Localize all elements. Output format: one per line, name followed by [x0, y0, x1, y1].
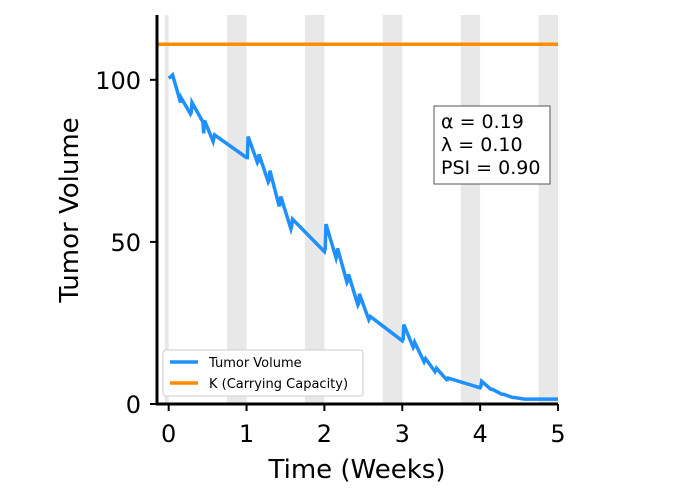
x-tick-label-5: 5 [550, 420, 565, 448]
annotation-frame [433, 105, 551, 185]
x-axis-title: Time (Weeks) [268, 455, 446, 485]
series-lines [157, 42, 558, 401]
legend: Tumor Volume K (Carrying Capacity) [162, 349, 364, 397]
y-axis-title: Tumor Volume [55, 117, 85, 303]
y-tick-label-0: 0 [126, 391, 141, 419]
treatment-band-3 [382, 15, 403, 404]
legend-label-tumor-volume: Tumor Volume [208, 356, 302, 371]
x-tick-label-1: 1 [239, 420, 254, 448]
x-ticks: 0 1 2 3 4 5 [161, 404, 566, 448]
annotation-psi: PSI = 0.90 [441, 157, 540, 179]
y-tick-label-50: 50 [110, 229, 141, 257]
x-tick-label-4: 4 [472, 420, 487, 448]
treatment-band-5 [538, 15, 558, 404]
y-ticks: 0 50 100 [95, 67, 157, 419]
x-tick-label-3: 3 [395, 420, 410, 448]
annotation-alpha: α = 0.19 [441, 111, 524, 133]
treatment-band-4 [460, 15, 481, 404]
axes [155, 15, 558, 406]
series-line-tumor-volume [167, 71, 558, 401]
treatment-band-0 [164, 15, 169, 404]
x-tick-label-0: 0 [161, 420, 176, 448]
legend-label-carrying-capacity: K (Carrying Capacity) [209, 377, 348, 392]
treatment-band-2 [304, 15, 325, 404]
treatment-band-1 [227, 15, 247, 404]
annotation-lambda: λ = 0.10 [441, 134, 523, 156]
x-tick-label-2: 2 [317, 420, 332, 448]
legend-frame [162, 349, 364, 397]
annotation-box: α = 0.19 λ = 0.10 PSI = 0.90 [433, 105, 551, 185]
y-tick-label-100: 100 [95, 67, 141, 95]
treatment-bands [164, 15, 558, 404]
